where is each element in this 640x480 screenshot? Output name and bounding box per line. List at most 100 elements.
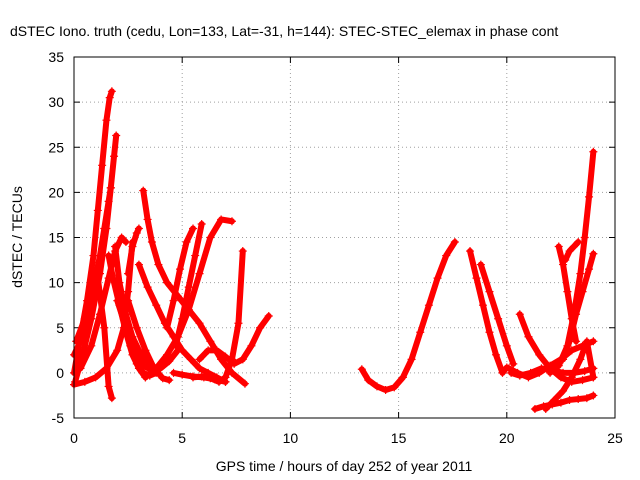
data-point — [169, 368, 178, 377]
data-point — [582, 337, 591, 346]
plot-frame — [73, 56, 616, 419]
data-point — [578, 287, 587, 296]
series-trace — [547, 148, 597, 376]
data-point — [559, 386, 568, 395]
data-point — [589, 249, 598, 258]
data-point — [372, 382, 381, 391]
data-point — [407, 355, 416, 364]
data-point — [93, 274, 102, 283]
data-point — [163, 350, 172, 359]
data-point — [178, 370, 187, 379]
x-axis-label: GPS time / hours of day 252 of year 2011 — [216, 458, 473, 474]
data-point — [115, 278, 124, 287]
data-point — [124, 287, 133, 296]
data-points — [70, 87, 598, 413]
data-series — [357, 238, 459, 395]
data-point — [565, 337, 574, 346]
data-point — [472, 274, 481, 283]
data-point — [565, 247, 574, 256]
data-point — [498, 368, 507, 377]
data-point — [147, 238, 156, 247]
data-point — [163, 278, 172, 287]
data-point — [128, 242, 137, 251]
data-point — [567, 373, 576, 382]
x-tick-label: 10 — [283, 430, 299, 446]
data-point — [206, 233, 215, 242]
data-series — [559, 249, 598, 364]
data-point — [134, 224, 143, 233]
data-point — [589, 391, 598, 400]
data-point — [491, 350, 500, 359]
y-tick-label: 5 — [56, 320, 64, 336]
data-series — [163, 224, 198, 332]
data-point — [132, 323, 141, 332]
data-point — [119, 314, 128, 323]
data-point — [238, 247, 247, 256]
data-point — [221, 352, 230, 361]
data-point — [515, 310, 524, 319]
data-point — [589, 373, 598, 382]
data-point — [442, 251, 451, 260]
data-point — [227, 217, 236, 226]
data-point — [565, 395, 574, 404]
data-point — [189, 224, 198, 233]
data-point — [171, 341, 180, 350]
data-series — [76, 233, 130, 373]
data-point — [424, 301, 433, 310]
data-point — [100, 224, 109, 233]
data-point — [230, 359, 239, 368]
data-point — [478, 301, 487, 310]
data-point — [530, 404, 539, 413]
data-point — [559, 355, 568, 364]
y-tick-label: 25 — [48, 139, 64, 155]
data-series — [476, 260, 518, 368]
y-tick-label: 30 — [48, 94, 64, 110]
data-point — [154, 260, 163, 269]
data-point — [381, 386, 390, 395]
data-point — [589, 147, 598, 156]
data-point — [126, 341, 135, 350]
data-point — [221, 373, 230, 382]
chart-title: dSTEC Iono. truth (cedu, Lon=133, Lat=-3… — [10, 23, 558, 39]
data-point — [197, 219, 206, 228]
data-series — [561, 238, 583, 265]
x-tick-label: 20 — [499, 430, 515, 446]
data-point — [76, 364, 85, 373]
data-point — [117, 233, 126, 242]
data-point — [165, 376, 174, 385]
series-trace — [467, 248, 510, 376]
data-point — [574, 395, 583, 404]
data-series — [466, 247, 511, 377]
y-tick-label: 0 — [56, 365, 64, 381]
data-point — [105, 93, 114, 102]
data-point — [106, 183, 115, 192]
data-point — [195, 269, 204, 278]
data-point — [535, 350, 544, 359]
data-point — [87, 301, 96, 310]
data-point — [546, 368, 555, 377]
data-point — [580, 233, 589, 242]
data-point — [541, 404, 550, 413]
data-point — [191, 251, 200, 260]
data-point — [466, 247, 475, 256]
data-point — [165, 357, 174, 366]
data-point — [132, 228, 141, 237]
data-point — [450, 238, 459, 247]
data-point — [121, 238, 130, 247]
data-point — [582, 394, 591, 403]
data-point — [176, 265, 185, 274]
data-point — [108, 274, 117, 283]
data-point — [390, 383, 399, 392]
y-tick-label: -5 — [52, 410, 65, 426]
data-point — [189, 373, 198, 382]
x-tick-label: 0 — [70, 430, 78, 446]
data-point — [80, 377, 89, 386]
data-point — [104, 197, 113, 206]
data-point — [578, 376, 587, 385]
data-point — [357, 365, 366, 374]
data-point — [576, 355, 585, 364]
y-tick-label: 15 — [48, 230, 64, 246]
data-point — [556, 373, 565, 382]
data-point — [398, 373, 407, 382]
